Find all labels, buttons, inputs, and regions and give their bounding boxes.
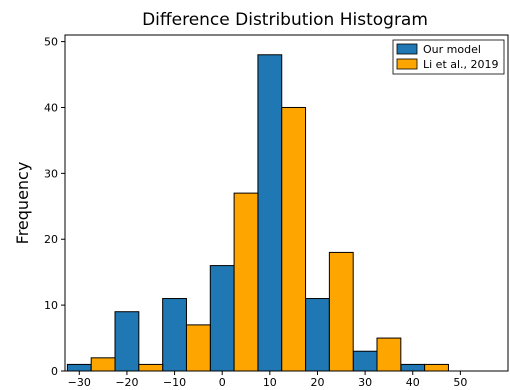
- bar-our-model-5: [305, 298, 330, 372]
- y-tick-label: 40: [44, 101, 58, 114]
- x-tick-label: −30: [68, 376, 91, 389]
- bar-our-model-6: [352, 350, 378, 372]
- bars-layer: [66, 54, 449, 372]
- bar-li-et-al-3: [233, 192, 259, 372]
- bar-li-et-al-5: [328, 251, 354, 372]
- y-axis-ticks: 0 10 20 30 40 50: [44, 36, 65, 378]
- bar-our-model-4: [257, 54, 283, 372]
- bar-our-model-7: [400, 363, 426, 372]
- bar-our-model-0: [66, 363, 92, 372]
- legend-swatch-li-et-al: [396, 58, 418, 70]
- bar-li-et-al-2: [185, 324, 211, 372]
- bar-li-et-al-7: [424, 363, 449, 372]
- y-tick-label: 10: [44, 299, 58, 312]
- x-tick-label: 40: [406, 376, 420, 389]
- bar-our-model-1: [114, 311, 140, 372]
- x-tick-label: 10: [263, 376, 277, 389]
- legend-label-our-model: Our model: [423, 43, 481, 56]
- bar-our-model-2: [162, 298, 187, 372]
- legend-swatch-our-model: [396, 43, 418, 55]
- y-tick-label: 20: [44, 233, 58, 246]
- y-axis-label: Frequency: [13, 162, 32, 245]
- x-tick-label: 20: [310, 376, 324, 389]
- plot-frame: [64, 34, 509, 372]
- x-axis-ticks: −30 −20 −10 0 10 20 30 40 50: [68, 371, 467, 389]
- y-tick-label: 50: [44, 36, 58, 49]
- x-tick-label: 50: [453, 376, 467, 389]
- x-tick-label: −10: [163, 376, 186, 389]
- legend: Our model Li et al., 2019: [392, 39, 505, 75]
- legend-label-li-et-al: Li et al., 2019: [423, 58, 499, 71]
- y-tick-label: 30: [44, 167, 58, 180]
- chart-title: Difference Distribution Histogram: [142, 10, 428, 30]
- y-tick-label: 0: [51, 365, 58, 378]
- bar-li-et-al-6: [376, 337, 402, 372]
- x-tick-label: 0: [219, 376, 226, 389]
- x-tick-label: 30: [358, 376, 372, 389]
- x-tick-label: −20: [115, 376, 138, 389]
- bar-li-et-al-4: [281, 106, 307, 372]
- bar-li-et-al-1: [138, 363, 164, 372]
- bar-li-et-al-0: [90, 357, 116, 372]
- bar-our-model-3: [209, 265, 235, 372]
